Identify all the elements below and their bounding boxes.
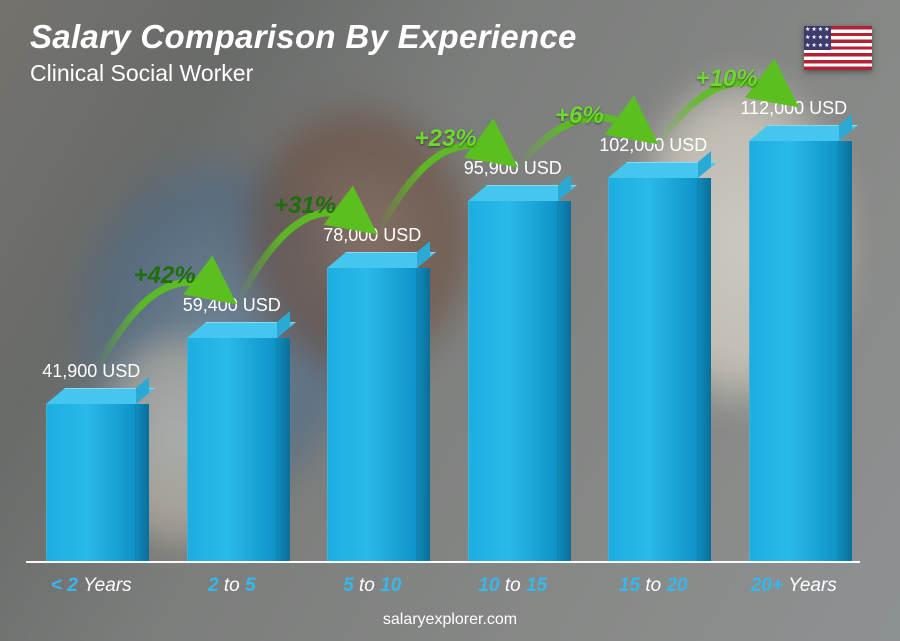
x-label-0: < 2 Years [30, 575, 153, 597]
x-label-4: 15 to 20 [592, 575, 715, 597]
x-label-3: 10 to 15 [452, 575, 575, 597]
chart-subtitle: Clinical Social Worker [30, 60, 577, 87]
x-label-1: 2 to 5 [171, 575, 294, 597]
bar-chart: 41,900 USD59,400 USD78,000 USD95,900 USD… [30, 110, 855, 561]
x-label-2: 5 to 10 [311, 575, 434, 597]
x-axis-labels: < 2 Years 2 to 5 5 to 10 10 to 15 15 to 20 20… [30, 575, 855, 597]
chart-title: Salary Comparison By Experience [30, 18, 577, 56]
header: Salary Comparison By Experience Clinical… [30, 18, 577, 87]
increase-arc-4 [30, 110, 855, 561]
x-axis-line [26, 561, 860, 563]
source-attribution: salaryexplorer.com [0, 611, 900, 629]
pct-increase-label-4: +10% [696, 65, 758, 93]
us-flag-icon [804, 26, 872, 70]
infographic-stage: Salary Comparison By Experience Clinical… [0, 0, 900, 641]
x-label-5: 20+ Years [733, 575, 856, 597]
